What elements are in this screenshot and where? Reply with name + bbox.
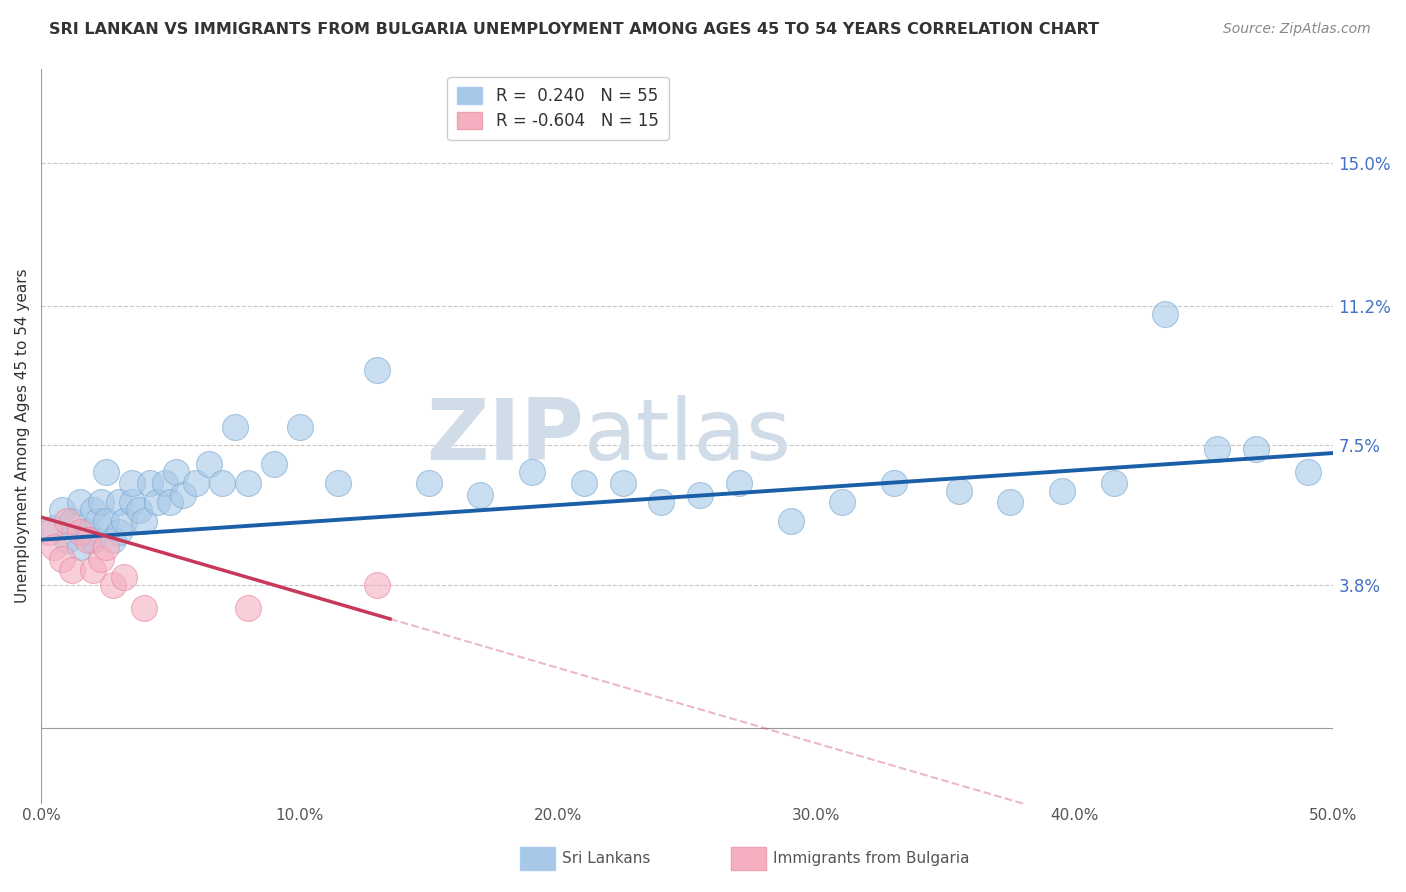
Point — [236, 476, 259, 491]
Point — [103, 533, 125, 547]
Point — [121, 495, 143, 509]
Point — [60, 514, 83, 528]
Point — [94, 514, 117, 528]
Point — [689, 487, 711, 501]
Point — [328, 476, 350, 491]
Point — [224, 419, 246, 434]
Point — [211, 476, 233, 491]
Point — [1244, 442, 1267, 457]
Point — [107, 495, 129, 509]
Text: atlas: atlas — [583, 394, 792, 477]
Point — [159, 495, 181, 509]
Point — [82, 563, 104, 577]
Point — [366, 363, 388, 377]
Point — [121, 476, 143, 491]
Point — [418, 476, 440, 491]
Point — [1296, 465, 1319, 479]
Point — [165, 465, 187, 479]
Point — [42, 541, 65, 555]
Point — [56, 514, 79, 528]
Text: SRI LANKAN VS IMMIGRANTS FROM BULGARIA UNEMPLOYMENT AMONG AGES 45 TO 54 YEARS CO: SRI LANKAN VS IMMIGRANTS FROM BULGARIA U… — [49, 22, 1099, 37]
Text: Sri Lankans: Sri Lankans — [562, 852, 651, 866]
Point — [103, 578, 125, 592]
Point — [522, 465, 544, 479]
Point — [612, 476, 634, 491]
Point — [186, 476, 208, 491]
Point — [172, 487, 194, 501]
Legend: R =  0.240   N = 55, R = -0.604   N = 15: R = 0.240 N = 55, R = -0.604 N = 15 — [447, 77, 669, 140]
Point — [107, 525, 129, 540]
Point — [56, 533, 79, 547]
Point — [728, 476, 751, 491]
Point — [236, 600, 259, 615]
Point — [263, 458, 285, 472]
Point — [51, 551, 73, 566]
Point — [572, 476, 595, 491]
Y-axis label: Unemployment Among Ages 45 to 54 years: Unemployment Among Ages 45 to 54 years — [15, 268, 30, 603]
Point — [87, 514, 110, 528]
Point — [366, 578, 388, 592]
Point — [82, 502, 104, 516]
Point — [831, 495, 853, 509]
Text: Source: ZipAtlas.com: Source: ZipAtlas.com — [1223, 22, 1371, 37]
Point — [112, 514, 135, 528]
Point — [153, 476, 176, 491]
Point — [94, 465, 117, 479]
Point — [69, 525, 91, 540]
Point — [42, 521, 65, 535]
Point — [1050, 483, 1073, 498]
Point — [1154, 307, 1177, 321]
Point — [138, 476, 160, 491]
Point — [112, 570, 135, 584]
Point — [779, 514, 801, 528]
Point — [90, 495, 112, 509]
Point — [82, 533, 104, 547]
Point — [883, 476, 905, 491]
Point — [1206, 442, 1229, 457]
Point — [90, 551, 112, 566]
Point — [76, 533, 98, 547]
Point — [69, 495, 91, 509]
Point — [76, 525, 98, 540]
Point — [470, 487, 492, 501]
Point — [69, 541, 91, 555]
Point — [948, 483, 970, 498]
Text: ZIP: ZIP — [426, 394, 583, 477]
Text: Immigrants from Bulgaria: Immigrants from Bulgaria — [773, 852, 970, 866]
Point — [146, 495, 169, 509]
Point — [134, 514, 156, 528]
Point — [288, 419, 311, 434]
Point — [60, 563, 83, 577]
Point — [51, 502, 73, 516]
Point — [1102, 476, 1125, 491]
Point — [650, 495, 672, 509]
Point — [94, 541, 117, 555]
Point — [198, 458, 221, 472]
Point — [134, 600, 156, 615]
Point — [38, 525, 60, 540]
Point — [128, 502, 150, 516]
Point — [1000, 495, 1022, 509]
